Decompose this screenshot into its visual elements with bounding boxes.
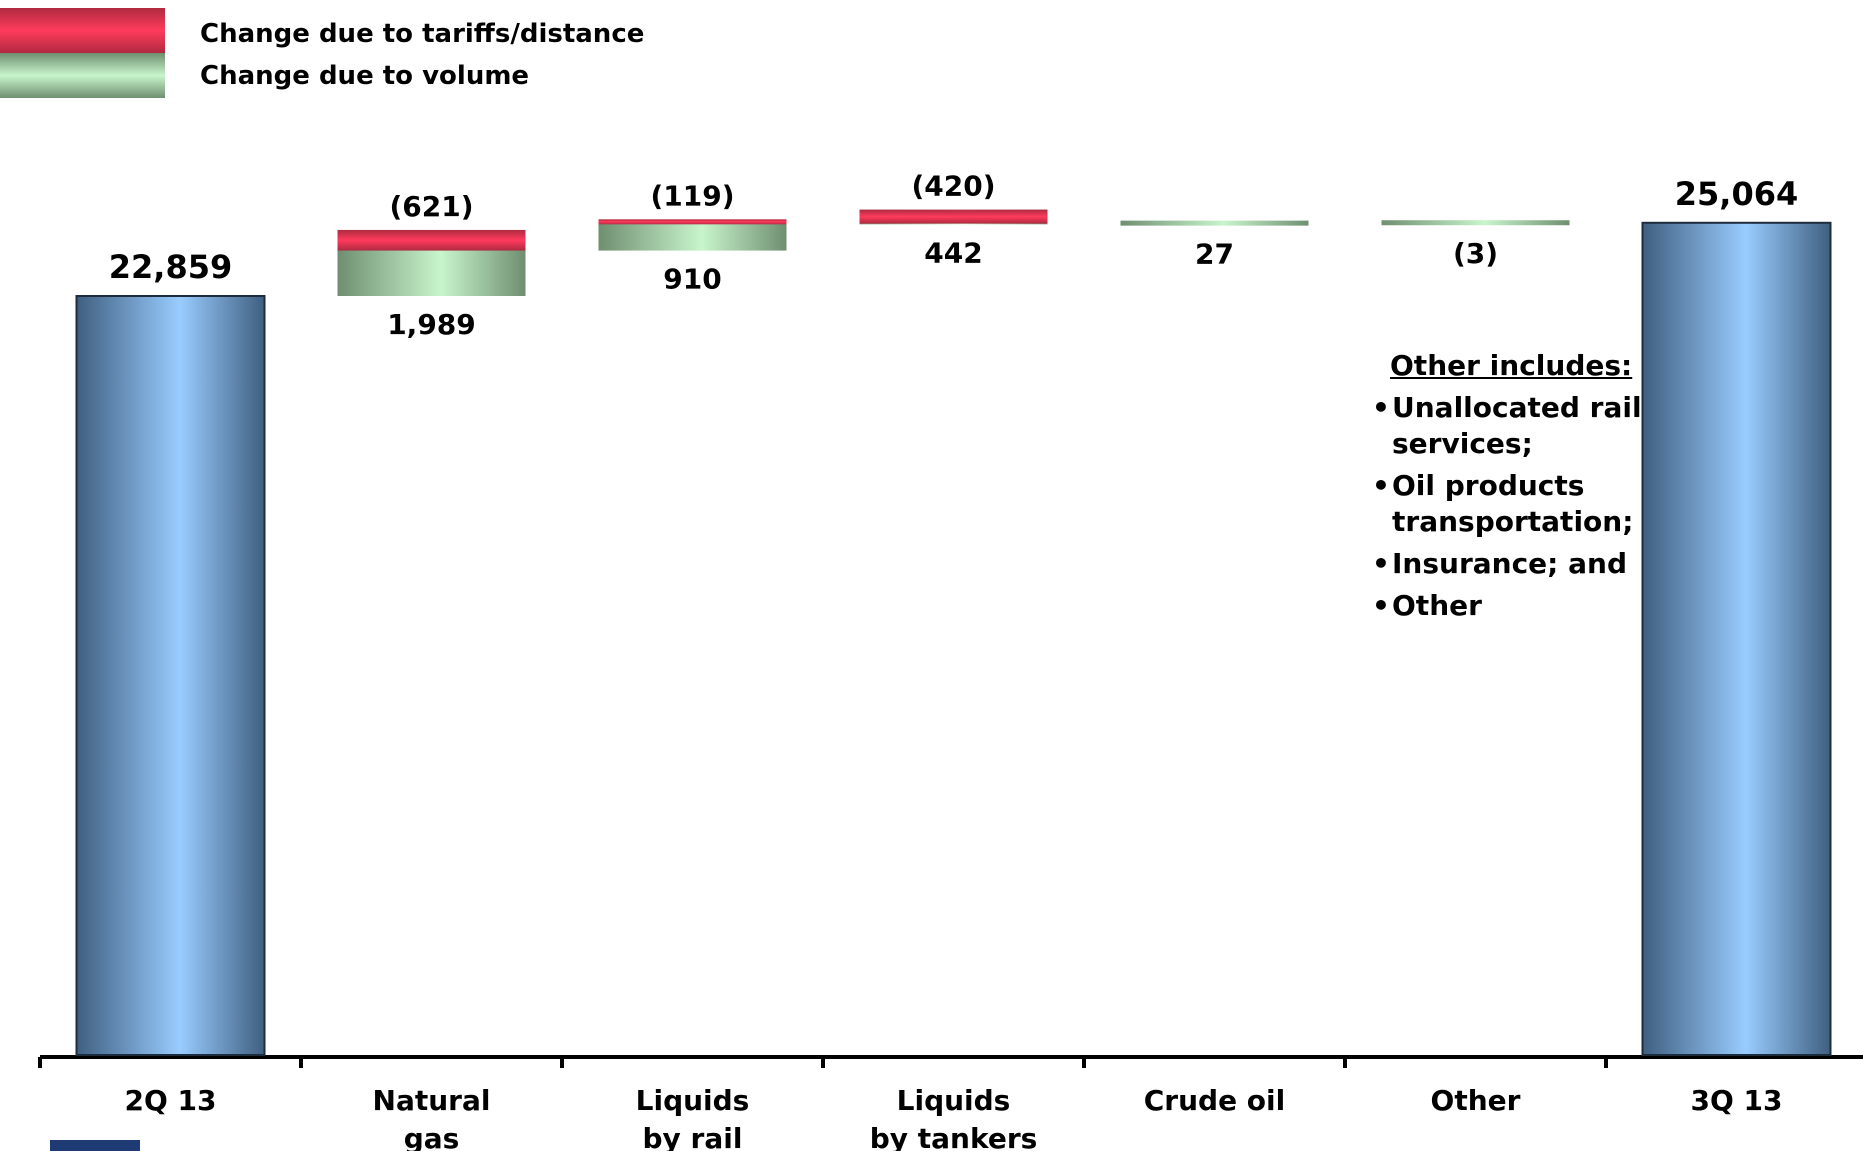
volume-value-label: 910: [663, 263, 721, 296]
category-label: by rail: [643, 1122, 743, 1151]
note-item: Other: [1370, 588, 1670, 624]
tariff-value-label: (119): [650, 179, 734, 212]
volume-change-bar: [1381, 220, 1570, 226]
total-value-label: 25,064: [1675, 175, 1798, 213]
chart-marks: 22,859 (621) 1,989 (119) 910 (420) 442 27 (3) 25,…: [38, 170, 1832, 1068]
note-item: Unallocated rail services;: [1370, 390, 1670, 462]
note-item: Oil products transportation;: [1370, 468, 1670, 540]
total-bar: [75, 295, 266, 1056]
category-labels: 2Q 13 Natural gas Liquids by rail Liquids by t…: [125, 1084, 1783, 1151]
total-bar: [1641, 221, 1832, 1056]
volume-value-label: 442: [924, 236, 982, 269]
legend-label-volume: Change due to volume: [200, 61, 529, 91]
note-list: Unallocated rail services; Oil products …: [1370, 390, 1670, 624]
volume-change-bar: [598, 220, 787, 251]
volume-value-label: 1,989: [387, 308, 476, 341]
volume-value-label: (3): [1453, 237, 1498, 270]
category-label: Natural: [373, 1084, 491, 1117]
category-label: by tankers: [870, 1122, 1038, 1151]
category-label: Liquids: [636, 1084, 750, 1117]
volume-value-label: 27: [1195, 238, 1234, 271]
logo-icon: [50, 1140, 140, 1151]
note-item: Insurance; and: [1370, 546, 1670, 582]
category-label: Other: [1431, 1084, 1521, 1117]
tariff-value-label: (621): [389, 190, 473, 223]
tariff-change-bar: [859, 209, 1048, 224]
other-includes-note: Other includes: Unallocated rail service…: [1370, 348, 1670, 630]
volume-change-bar: [1120, 220, 1309, 226]
legend-swatch-tariffs: [0, 8, 165, 53]
tariff-value-label: (420): [911, 170, 995, 203]
total-value-label: 22,859: [109, 248, 232, 286]
tariff-change-bar: [337, 229, 526, 251]
legend-swatch-volume: [0, 53, 165, 98]
note-title: Other includes:: [1390, 349, 1633, 382]
tariff-change-bar: [598, 219, 787, 225]
category-label: 2Q 13: [125, 1084, 217, 1117]
legend: Change due to tariffs/distance Change du…: [0, 8, 644, 98]
category-label: 3Q 13: [1691, 1084, 1783, 1117]
legend-label-tariffs: Change due to tariffs/distance: [200, 19, 644, 49]
category-label: Liquids: [897, 1084, 1011, 1117]
category-label: gas: [404, 1122, 460, 1151]
category-label: Crude oil: [1144, 1084, 1286, 1117]
